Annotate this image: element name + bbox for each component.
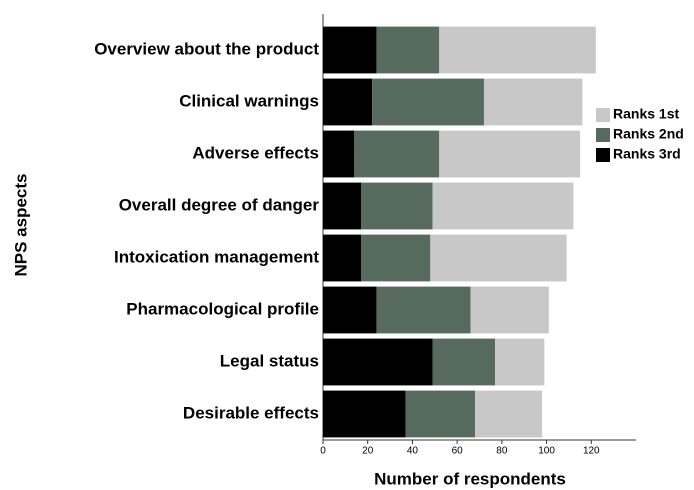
y-tick-label: Pharmacological profile <box>126 299 319 318</box>
y-tick-label: Legal status <box>220 351 319 370</box>
x-tick-label: 20 <box>362 446 374 457</box>
bar-segment <box>432 338 496 386</box>
bar-segment <box>354 130 440 178</box>
legend-swatch <box>596 108 610 122</box>
x-tick-label: 80 <box>496 446 508 457</box>
x-tick-label: 0 <box>320 446 326 457</box>
bar-segment <box>483 78 583 126</box>
bar-segment <box>361 234 431 282</box>
bar-segment <box>439 130 581 178</box>
y-tick-label: Intoxication management <box>114 247 319 266</box>
y-tick-label: Clinical warnings <box>179 91 319 110</box>
bar-segment <box>323 390 406 438</box>
y-tick-label: Overall degree of danger <box>119 195 320 214</box>
bar-segment <box>405 390 476 438</box>
bar-segment <box>361 182 433 230</box>
bar-segment <box>475 390 543 438</box>
x-tick-label: 40 <box>407 446 419 457</box>
bar-segment <box>323 130 355 178</box>
x-axis-label: Number of respondents <box>374 469 566 488</box>
bar-segment <box>432 182 574 230</box>
x-tick-label: 100 <box>538 446 555 457</box>
y-tick-label: Overview about the product <box>94 39 319 58</box>
bar-segment <box>376 286 471 334</box>
bar-segment <box>323 286 377 334</box>
y-tick-label: Desirable effects <box>183 403 319 422</box>
bar-segment <box>439 26 596 74</box>
y-axis-label: NPS aspects <box>11 174 30 277</box>
y-tick-label: Adverse effects <box>192 143 319 162</box>
legend-label: Ranks 2nd <box>613 126 684 142</box>
legend-swatch <box>596 148 610 162</box>
bar-segment <box>323 234 362 282</box>
legend-label: Ranks 3rd <box>613 146 681 162</box>
bar-segment <box>430 234 567 282</box>
bar-segment <box>372 78 484 126</box>
bar-segment <box>323 182 362 230</box>
bar-segment <box>323 26 377 74</box>
bar-segment <box>470 286 549 334</box>
bar-segment <box>495 338 545 386</box>
bar-segment <box>323 338 433 386</box>
bar-segment <box>323 78 373 126</box>
x-tick-label: 120 <box>583 446 600 457</box>
bar-segment <box>376 26 440 74</box>
legend-label: Ranks 1st <box>613 106 679 122</box>
legend-swatch <box>596 128 610 142</box>
x-tick-label: 60 <box>452 446 464 457</box>
